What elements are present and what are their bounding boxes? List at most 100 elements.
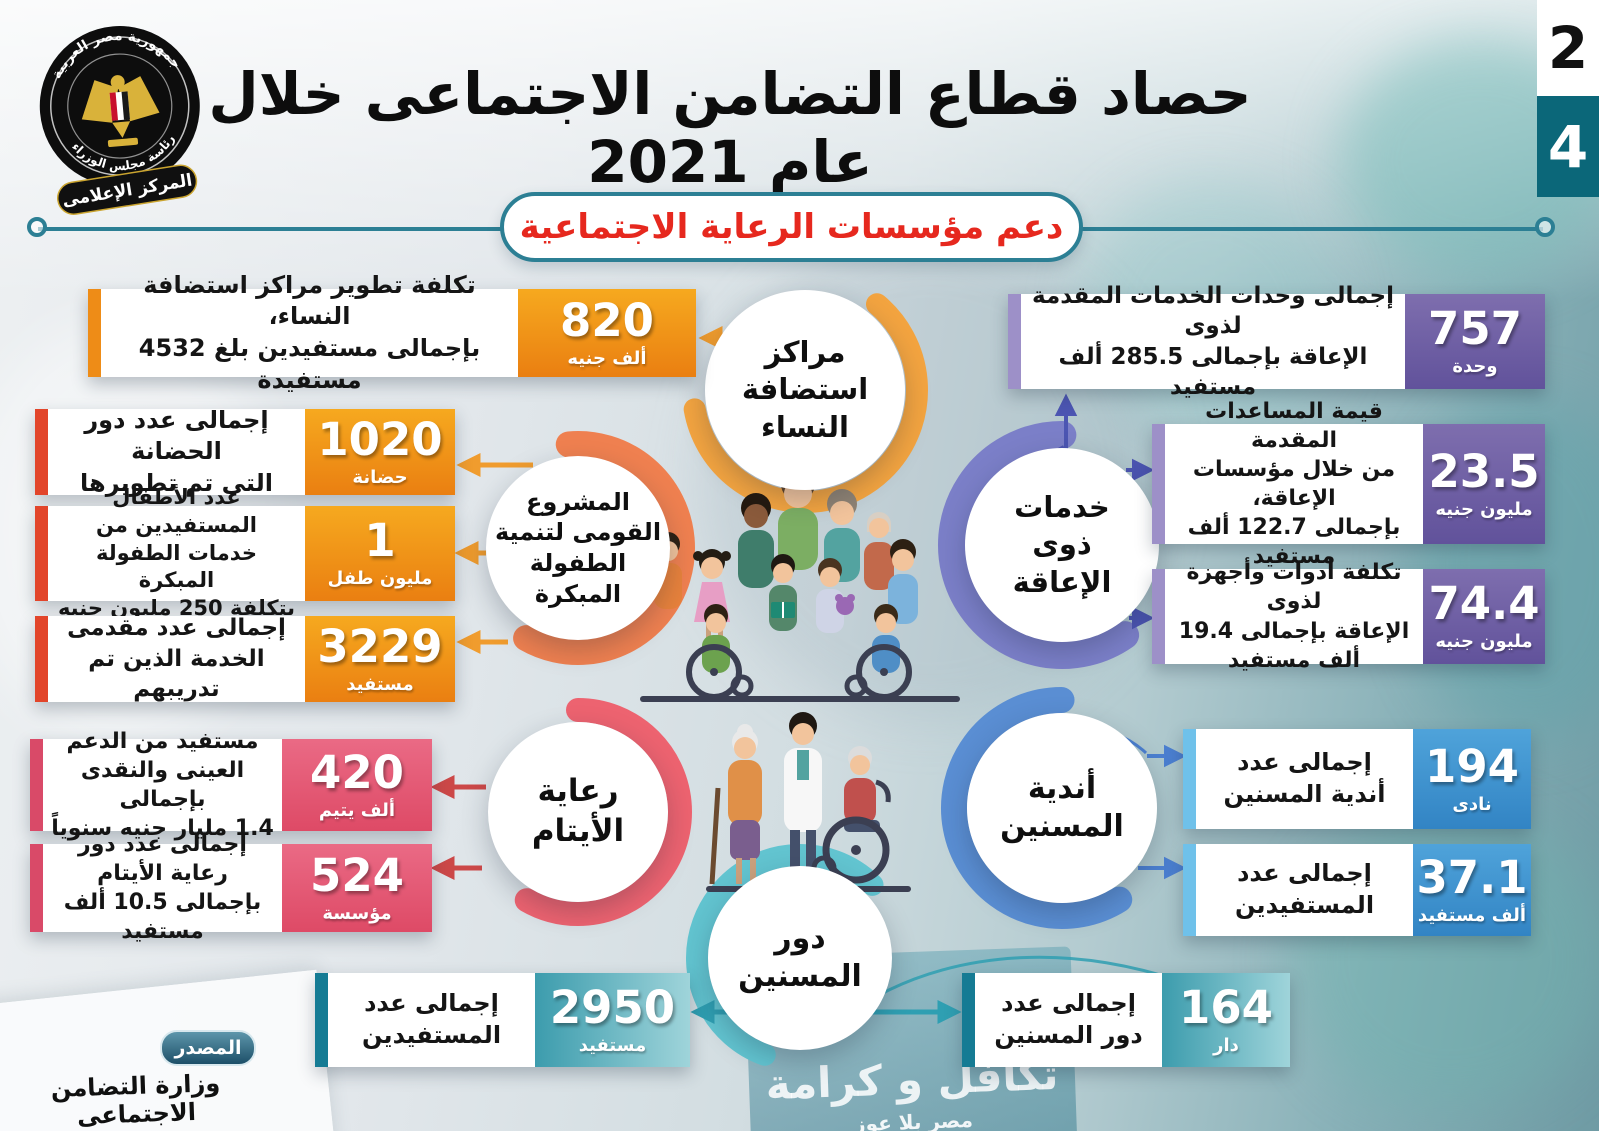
stat-value: 757 — [1428, 302, 1522, 355]
source-text: وزارة التضامن الاجتماعى — [50, 1069, 221, 1131]
node-elderly-homes: دور المسنين — [708, 866, 892, 1050]
stat-desc: إجمالى عدد دور المسنين — [975, 973, 1162, 1067]
stat-value: 164 — [1179, 980, 1273, 1034]
stat-value: 37.1 — [1416, 850, 1528, 904]
stat-value: 420 — [310, 745, 404, 799]
node-disability-services: خدمات ذوى الإعاقة — [965, 448, 1159, 642]
arrow-nurseries — [456, 452, 533, 478]
stat-tile: 2950 مستفيد — [535, 973, 690, 1067]
emblem-svg: جمهورية مصر العربية رئاسة مجلس الوزراء ا… — [39, 22, 200, 215]
arc-clubs — [941, 687, 1183, 929]
arrow-orphan-support — [430, 774, 486, 800]
stat-value: 524 — [310, 848, 404, 902]
section-banner: دعم مؤسسات الرعاية الاجتماعية — [500, 192, 1083, 262]
stat-unit: مستفيد — [578, 1034, 647, 1056]
stat-disability-units: إجمالى وحدات الخدمات المقدمة لذوى الإعاق… — [1008, 283, 1545, 400]
stat-desc: إجمالى عدد المستفيدين — [328, 973, 535, 1067]
stat-clubs-count: إجمالى عدد أندية المسنين 194 نادى — [1183, 729, 1531, 829]
node-early-childhood-project: المشروع القومى لتنمية الطفولة المبكرة — [486, 456, 670, 640]
government-emblem-logo: جمهورية مصر العربية رئاسة مجلس الوزراء ا… — [17, 10, 224, 230]
stat-tile: 1 مليون طفل — [305, 506, 455, 601]
arc-orphans — [464, 698, 692, 926]
stat-tile: 164 دار — [1162, 973, 1290, 1067]
stat-unit: ألف يتيم — [318, 799, 396, 821]
stat-value: 1 — [364, 514, 396, 567]
stat-tile: 420 ألف يتيم — [282, 739, 432, 831]
stat-strip — [30, 739, 43, 831]
children-group-illustration — [640, 467, 960, 702]
stat-children: عدد الأطفال المستفيدين من خدمات الطفولة … — [35, 485, 455, 620]
node-label: مراكز استضافة النساء — [741, 335, 869, 444]
stat-desc: إجمالى عدد دور رعاية الأيتام بإجمالى 10.… — [43, 832, 282, 944]
arc-childhood — [461, 431, 695, 666]
stat-tile: 820 ألف جنيه — [518, 289, 696, 377]
arc-homes — [686, 844, 914, 1072]
arrow-clubs-beneficiaries — [1138, 856, 1187, 880]
stat-tile: 1020 حضانة — [305, 409, 455, 495]
stat-nurseries: إجمالى عدد دور الحضانة التى تم تطويرها 1… — [35, 406, 455, 497]
stat-value: 74.4 — [1428, 577, 1540, 630]
stat-strip — [1152, 569, 1165, 664]
stat-unit: مليون طفل — [327, 568, 433, 589]
stat-tile: 524 مؤسسة — [282, 844, 432, 932]
stat-strip — [1183, 844, 1196, 936]
stat-disability-tools: تكلفة أدوات وأجهزة لذوى الإعاقة بإجمالى … — [1152, 560, 1545, 673]
node-label: المشروع القومى لتنمية الطفولة المبكرة — [494, 487, 662, 608]
stat-desc: إجمالى عدد أندية المسنين — [1196, 729, 1413, 829]
stat-tile: 37.1 ألف مستفيد — [1413, 844, 1531, 936]
node-women-hosting-centers: مراكز استضافة النساء — [705, 290, 905, 490]
stat-unit: مستفيد — [346, 673, 414, 695]
stat-strip — [35, 506, 48, 601]
stat-disability-aid: قيمة المساعدات المقدمة من خلال مؤسسات ال… — [1152, 399, 1545, 569]
stat-strip — [35, 616, 48, 702]
rule-end-ring-left — [27, 217, 47, 237]
people-illustration — [640, 467, 960, 892]
stat-desc: إجمالى عدد المستفيدين — [1196, 844, 1413, 936]
stat-strip — [1152, 424, 1165, 544]
stat-strip — [962, 973, 975, 1067]
stat-value: 3229 — [317, 619, 443, 673]
stat-unit: مؤسسة — [322, 902, 392, 924]
stat-value: 820 — [560, 293, 654, 347]
stat-desc: تكلفة أدوات وأجهزة لذوى الإعاقة بإجمالى … — [1165, 560, 1423, 673]
stat-orphan-homes: إجمالى عدد دور رعاية الأيتام بإجمالى 10.… — [30, 832, 432, 944]
arc-women — [682, 267, 928, 513]
node-elderly-clubs: أندية المسنين — [967, 713, 1157, 903]
stat-tile: 194 نادى — [1413, 729, 1531, 829]
node-label: دور المسنين — [738, 920, 862, 994]
stat-desc: مستفيد من الدعم العينى والنقدى بإجمالى 1… — [43, 729, 282, 841]
node-label: أندية المسنين — [1000, 770, 1124, 844]
stat-clubs-beneficiaries: إجمالى عدد المستفيدين 37.1 ألف مستفيد — [1183, 844, 1531, 936]
stat-desc: تكلفة تطوير مراكز استضافة النساء، بإجمال… — [101, 271, 518, 394]
stat-desc: إجمالى عدد مقدمى الخدمة الذين تم تدريبهم — [48, 615, 305, 702]
arrow-children — [454, 540, 486, 566]
arrow-disability-tools — [1129, 606, 1155, 630]
stat-desc: إجمالى عدد دور الحضانة التى تم تطويرها — [48, 406, 305, 497]
stat-desc: قيمة المساعدات المقدمة من خلال مؤسسات ال… — [1165, 399, 1423, 569]
stat-homes-count: إجمالى عدد دور المسنين 164 دار — [962, 973, 1290, 1067]
stat-strip — [1183, 729, 1196, 829]
stat-desc: عدد الأطفال المستفيدين من خدمات الطفولة … — [48, 485, 305, 620]
stat-unit: نادى — [1452, 793, 1492, 815]
stat-unit: حضانة — [352, 466, 408, 488]
stat-strip — [88, 289, 101, 377]
curve-homes — [869, 955, 1191, 1002]
arrow-orphan-homes — [430, 855, 482, 881]
stat-unit: وحدة — [1452, 356, 1498, 377]
node-label: رعاية الأيتام — [531, 773, 625, 849]
stat-unit: مليون جنيه — [1435, 498, 1533, 520]
stat-desc: إجمالى وحدات الخدمات المقدمة لذوى الإعاق… — [1021, 283, 1405, 400]
stat-unit: ألف جنيه — [567, 347, 647, 369]
stat-orphan-support: مستفيد من الدعم العينى والنقدى بإجمالى 1… — [30, 729, 432, 841]
stat-value: 1020 — [317, 412, 443, 466]
stat-tile: 74.4 مليون جنيه — [1423, 569, 1545, 664]
node-orphan-care: رعاية الأيتام — [488, 722, 668, 902]
page-title: حصاد قطاع التضامن الاجتماعى خلال عام 202… — [208, 60, 1252, 196]
arrow-clubs-count — [1147, 744, 1187, 768]
stat-trained: إجمالى عدد مقدمى الخدمة الذين تم تدريبهم… — [35, 615, 455, 702]
stat-tile: 3229 مستفيد — [305, 616, 455, 702]
arrow-trained — [456, 629, 508, 655]
page-number-bottom: 4 — [1537, 96, 1599, 197]
